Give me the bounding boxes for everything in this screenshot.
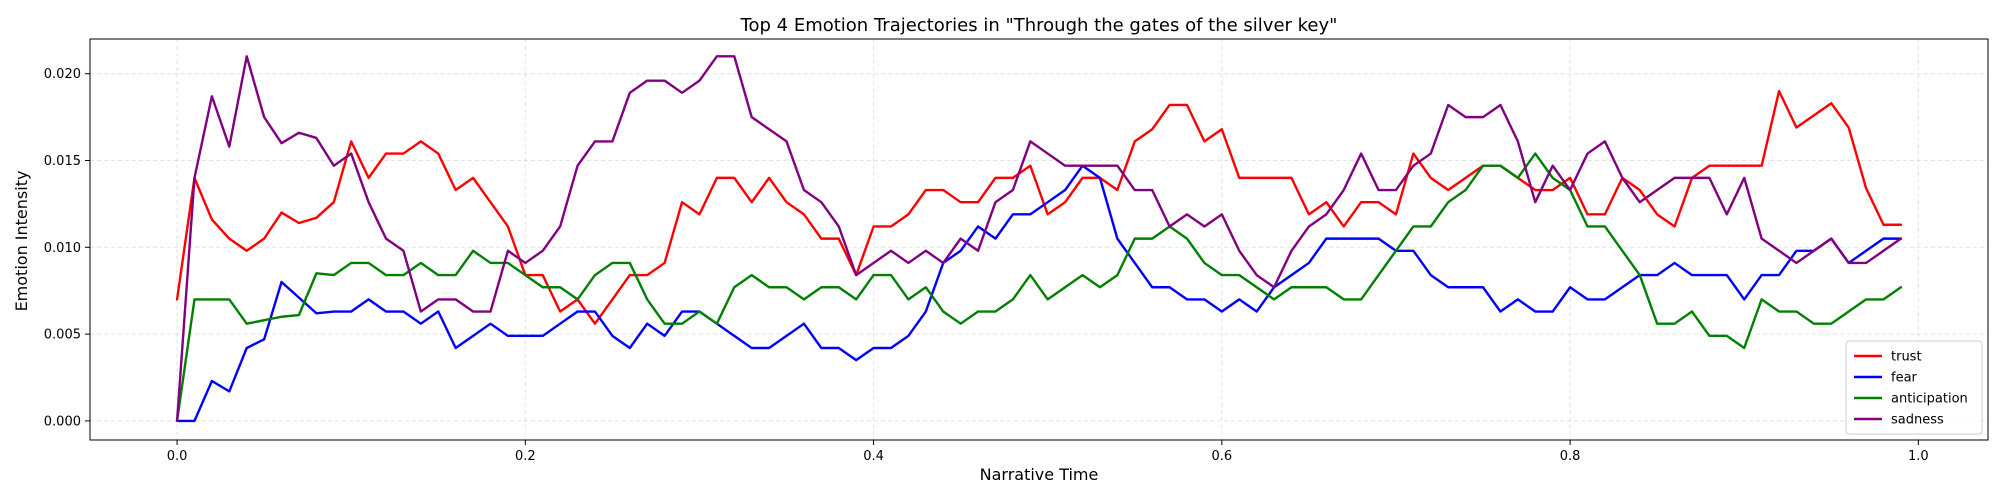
x-axis-label: Narrative Time [980, 465, 1099, 484]
x-tick-label: 0.4 [863, 449, 884, 464]
y-tick-label: 0.010 [44, 241, 81, 256]
series-line-fear [175, 164, 1903, 423]
plot-frame [89, 38, 1989, 441]
grid [90, 39, 1988, 440]
x-tick-label: 1.0 [1908, 449, 1929, 464]
x-axis-ticks: 0.0 0.2 0.4 0.6 0.8 1.0 [167, 440, 1929, 464]
legend-label-trust: trust [1891, 350, 1922, 365]
legend-label-sadness: sadness [1891, 413, 1944, 428]
y-tick-label: 0.005 [44, 328, 81, 343]
x-tick-label: 0.8 [1560, 449, 1581, 464]
legend: trust fear anticipation sadness [1845, 340, 1983, 435]
series-line-trust [175, 89, 1903, 325]
legend-box [1845, 340, 1983, 435]
y-tick-label: 0.020 [44, 67, 81, 82]
y-tick-label: 0.015 [44, 154, 81, 169]
y-tick-label: 0.000 [44, 414, 81, 429]
chart-title: Top 4 Emotion Trajectories in "Through t… [740, 15, 1338, 36]
x-tick-label: 0.0 [167, 449, 188, 464]
x-tick-label: 0.2 [515, 449, 536, 464]
legend-label-fear: fear [1891, 371, 1918, 386]
y-axis-ticks: 0.000 0.005 0.010 0.015 0.020 [44, 67, 90, 429]
x-tick-label: 0.6 [1211, 449, 1232, 464]
series-line-sadness [175, 55, 1903, 423]
y-axis-label: Emotion Intensity [12, 171, 31, 312]
series-line-anticipation [175, 152, 1903, 423]
series-lines [175, 55, 1903, 423]
legend-label-anticipation: anticipation [1891, 392, 1968, 407]
